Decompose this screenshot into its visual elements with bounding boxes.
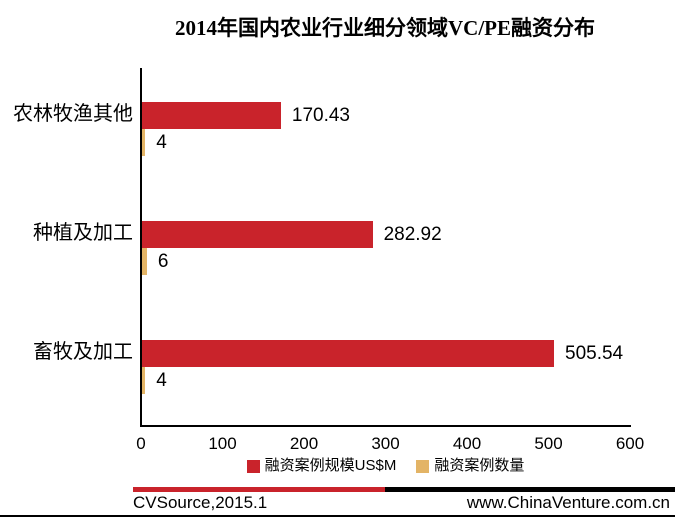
bar-deal-count	[142, 367, 146, 394]
bottom-divider	[0, 515, 675, 517]
category-group: 农林牧渔其他 170.43 4	[13, 68, 631, 187]
legend-item-deal-count: 融资案例数量	[416, 457, 524, 475]
footer-website-label: www.ChinaVenture.com.cn	[466, 493, 670, 512]
x-axis-tick-label: 200	[289, 434, 319, 453]
bar-funding-scale	[142, 340, 554, 367]
category-label: 种植及加工	[33, 222, 133, 244]
category-label: 农林牧渔其他	[13, 103, 133, 125]
plot-area: 农林牧渔其他 170.43 4 种植及加工 282.92 6 畜牧及加工 505.54 4	[13, 68, 631, 427]
bar-funding-scale	[142, 102, 281, 129]
x-axis-tick-label: 100	[208, 434, 237, 453]
legend: 融资案例规模US$M 融资案例数量	[141, 456, 630, 476]
legend-swatch-icon	[246, 459, 260, 473]
legend-item-funding-scale: 融资案例规模US$M	[246, 457, 397, 475]
bar-deal-count	[142, 248, 147, 275]
x-axis: 0 100 200 300 400 500 600	[136, 434, 644, 456]
chart-title: 2014年国内农业行业细分领域VC/PE融资分布	[175, 16, 595, 40]
x-axis-tick-label: 400	[452, 434, 482, 453]
bar-funding-scale	[142, 221, 373, 248]
footer-accent-bar-red	[133, 487, 385, 492]
legend-label: 融资案例数量	[434, 457, 525, 474]
bar-deal-count	[142, 129, 146, 156]
value-label-funding-scale: 170.43	[291, 105, 351, 126]
category-label: 畜牧及加工	[33, 341, 133, 363]
x-axis-tick-label: 300	[371, 434, 400, 453]
category-group: 畜牧及加工 505.54 4	[33, 306, 631, 425]
value-label-funding-scale: 282.92	[383, 224, 442, 245]
legend-swatch-icon	[416, 459, 430, 473]
value-label-deal-count: 6	[157, 251, 169, 272]
footer-source-label: CVSource,2015.1	[133, 493, 268, 512]
x-axis-tick-label: 600	[615, 434, 645, 453]
x-axis-tick-label: 0	[136, 434, 146, 453]
category-group: 种植及加工 282.92 6	[33, 187, 631, 306]
value-label-funding-scale: 505.54	[565, 343, 624, 364]
value-label-deal-count: 4	[156, 370, 167, 391]
footer-accent-bar-black	[385, 487, 675, 492]
x-axis-tick-label: 500	[534, 434, 563, 453]
value-label-deal-count: 4	[156, 132, 167, 153]
legend-label: 融资案例规模US$M	[264, 457, 397, 474]
